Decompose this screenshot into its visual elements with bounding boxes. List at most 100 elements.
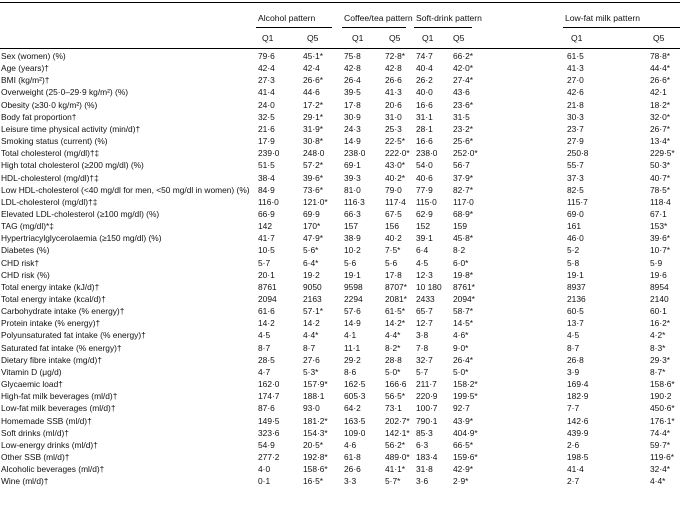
cell-value: 24·0	[258, 99, 275, 110]
row-label: Saturated fat intake (% energy)†	[1, 342, 122, 353]
cell-value: 2094*	[453, 294, 475, 304]
cell-value: 3·8	[416, 330, 429, 341]
cell-value: 10·7*	[650, 245, 671, 256]
cell-value: 85·3	[416, 427, 433, 438]
cell-value: 117·0	[453, 196, 474, 207]
table-row: Carbohydrate intake (% energy)† 61·6 57·1*…	[0, 306, 680, 317]
cell-value: 4·6*	[453, 330, 469, 341]
table-row: BMI (kg/m²)† 27·3 26·6* 26·4 26·6 26·2 27·4* 27…	[0, 75, 680, 86]
cell-value: 8937	[567, 281, 586, 292]
cell-value: 6·4*	[303, 257, 319, 268]
table-row: Homemade SSB (ml/d)† 149·5 181·2* 163·5 202·…	[0, 416, 680, 427]
cell-value: 92·7	[453, 403, 470, 414]
cell-value: 66·3	[344, 208, 361, 219]
cell-value: 181·2*	[303, 415, 328, 426]
cell-value: 67·5	[385, 208, 402, 219]
cell-value: 40·6	[416, 172, 433, 183]
cell-value: 30·9	[344, 111, 361, 122]
cell-value: 82·5	[567, 184, 584, 195]
cell-value: 12·3	[416, 269, 433, 280]
cell-value: 163·5	[344, 415, 366, 426]
cell-value: 42·4	[303, 63, 320, 74]
cell-value: 222·0*	[385, 148, 410, 159]
row-label: Total energy intake (kcal/d)†	[1, 294, 106, 304]
cell-value: 56·7	[453, 160, 470, 171]
cell-value: 66·2*	[453, 51, 474, 61]
cell-value: 158·2*	[453, 379, 478, 390]
table-row: Total cholesterol (mg/dl)†‡ 239·0 248·0 238…	[0, 148, 680, 159]
group-rule	[563, 27, 680, 28]
cell-value: 38·9	[344, 233, 361, 244]
cell-value: 26·2	[416, 75, 433, 86]
cell-value: 8·3*	[650, 342, 666, 353]
cell-value: 121·0*	[303, 196, 328, 207]
header-alcohol: Alcohol pattern	[258, 13, 316, 23]
cell-value: 32·7	[416, 354, 433, 365]
cell-value: 73·6*	[303, 184, 324, 195]
cell-value: 57·1*	[303, 306, 324, 317]
cell-value: 56·5*	[385, 391, 406, 402]
row-label: Total cholesterol (mg/dl)†‡	[1, 148, 100, 159]
cell-value: 2081*	[385, 294, 407, 304]
cell-value: 42·8	[385, 63, 402, 74]
cell-value: 6·0*	[453, 257, 469, 268]
table-row: Glycaemic load† 162·0 157·9* 162·5 166·6 211·…	[0, 379, 680, 390]
table-row: Body fat proportion† 32·5 29·1* 30·9 31·0 31·…	[0, 112, 680, 123]
row-label: Diabetes (%)	[1, 245, 50, 256]
cell-value: 2094	[258, 294, 277, 304]
row-label: Protein intake (% energy)†	[1, 318, 101, 329]
table-row: Hypertriacylglycerolaemia (≥150 mg/dl) (…	[0, 233, 680, 244]
cell-value: 8761	[258, 281, 277, 292]
cell-value: 16·6	[416, 136, 433, 147]
cell-value: 142·6	[567, 415, 589, 426]
row-label: Sex (women) (%)	[1, 51, 66, 61]
table-row: Leisure time physical activity (min/d)† 2…	[0, 124, 680, 135]
cell-value: 29·2	[344, 354, 361, 365]
row-label: Overweight (25·0–29·9 kg/m²) (%)	[1, 87, 129, 98]
cell-value: 26·8	[567, 354, 584, 365]
cell-value: 5·6	[385, 257, 398, 268]
cell-value: 4·7	[258, 366, 271, 377]
cell-value: 176·1*	[650, 415, 675, 426]
cell-value: 27·9	[567, 136, 584, 147]
cell-value: 4·2*	[650, 330, 666, 341]
cell-value: 61·8	[344, 451, 361, 462]
cell-value: 116·0	[258, 196, 279, 207]
cell-value: 74·7	[416, 51, 433, 61]
table-row: Diabetes (%) 10·5 5·6* 10·2 7·5* 6·4 8·2 5·2 10·…	[0, 245, 680, 256]
cell-value: 25·6*	[453, 136, 474, 147]
cell-value: 51·5	[258, 160, 275, 171]
cell-value: 40·0	[416, 87, 433, 98]
cell-value: 10 180	[416, 281, 442, 292]
cell-value: 77·9	[416, 184, 433, 195]
cell-value: 169·4	[567, 379, 589, 390]
cell-value: 277·2	[258, 451, 280, 462]
cell-value: 8·2*	[385, 342, 401, 353]
cell-value: 2433	[416, 294, 435, 304]
cell-value: 31·1	[416, 111, 433, 122]
cell-value: 19·6	[650, 269, 667, 280]
quintile-header: Q1	[571, 33, 583, 43]
cell-value: 42·6	[567, 87, 584, 98]
cell-value: 4·4*	[385, 330, 401, 341]
cell-value: 27·3	[258, 75, 275, 86]
cell-value: 41·1*	[385, 464, 406, 475]
cell-value: 39·6*	[650, 233, 671, 244]
cell-value: 4·4*	[650, 476, 666, 487]
cell-value: 30·3	[567, 111, 584, 122]
cell-value: 211·7	[416, 379, 437, 390]
cell-value: 31·8	[416, 464, 433, 475]
cell-value: 605·3	[344, 391, 366, 402]
table-row: Elevated LDL-cholesterol (≥100 mg/dl) (%…	[0, 209, 680, 220]
cell-value: 2·9*	[453, 476, 469, 487]
group-rule	[342, 27, 406, 28]
quintile-header: Q1	[352, 33, 364, 43]
cell-value: 188·1	[303, 391, 325, 402]
cell-value: 42·8	[344, 63, 361, 74]
cell-value: 45·1*	[303, 51, 324, 61]
cell-value: 27·0	[567, 75, 584, 86]
cell-value: 75·8	[344, 51, 361, 61]
cell-value: 74·4*	[650, 427, 671, 438]
cell-value: 57·6	[344, 306, 361, 317]
